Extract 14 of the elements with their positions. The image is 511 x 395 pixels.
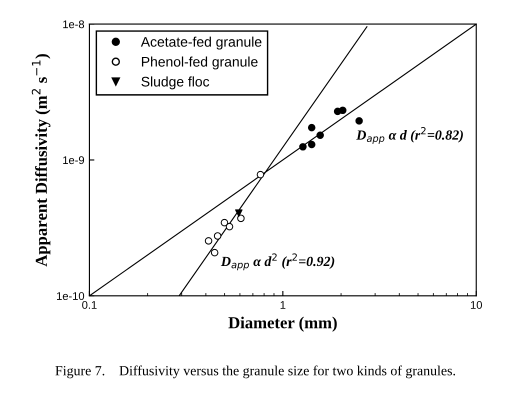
annotation: D$_{app}$ α d$^{2}$ (r$^{2}$=0.92) [220,253,334,270]
y-axis-title: Apparent Diffusivity (m$^{2}$ s$^{−1}$) [32,54,50,267]
y-tick-label: 1e-8 [63,20,84,28]
annotation: D$_{app}$ α d (r$^{2}$=0.82) [356,127,463,144]
x-axis-title: Diameter (mm) [228,316,337,332]
legend-label: Acetate-fed granule [140,36,262,50]
legend-label: Phenol-fed granule [142,56,258,70]
x-tick-label: 10 [470,301,482,309]
x-tick-label: 0.1 [82,301,97,309]
x-tick-label: 1 [280,301,286,309]
caption: Figure 7. Diffusivity versus the granule size for two kinds of granules. [55,365,456,378]
y-tick-label: 1e-9 [63,156,84,164]
legend-label: Sludge floc [141,76,210,90]
y-tick-label: 1e-10 [56,292,84,300]
